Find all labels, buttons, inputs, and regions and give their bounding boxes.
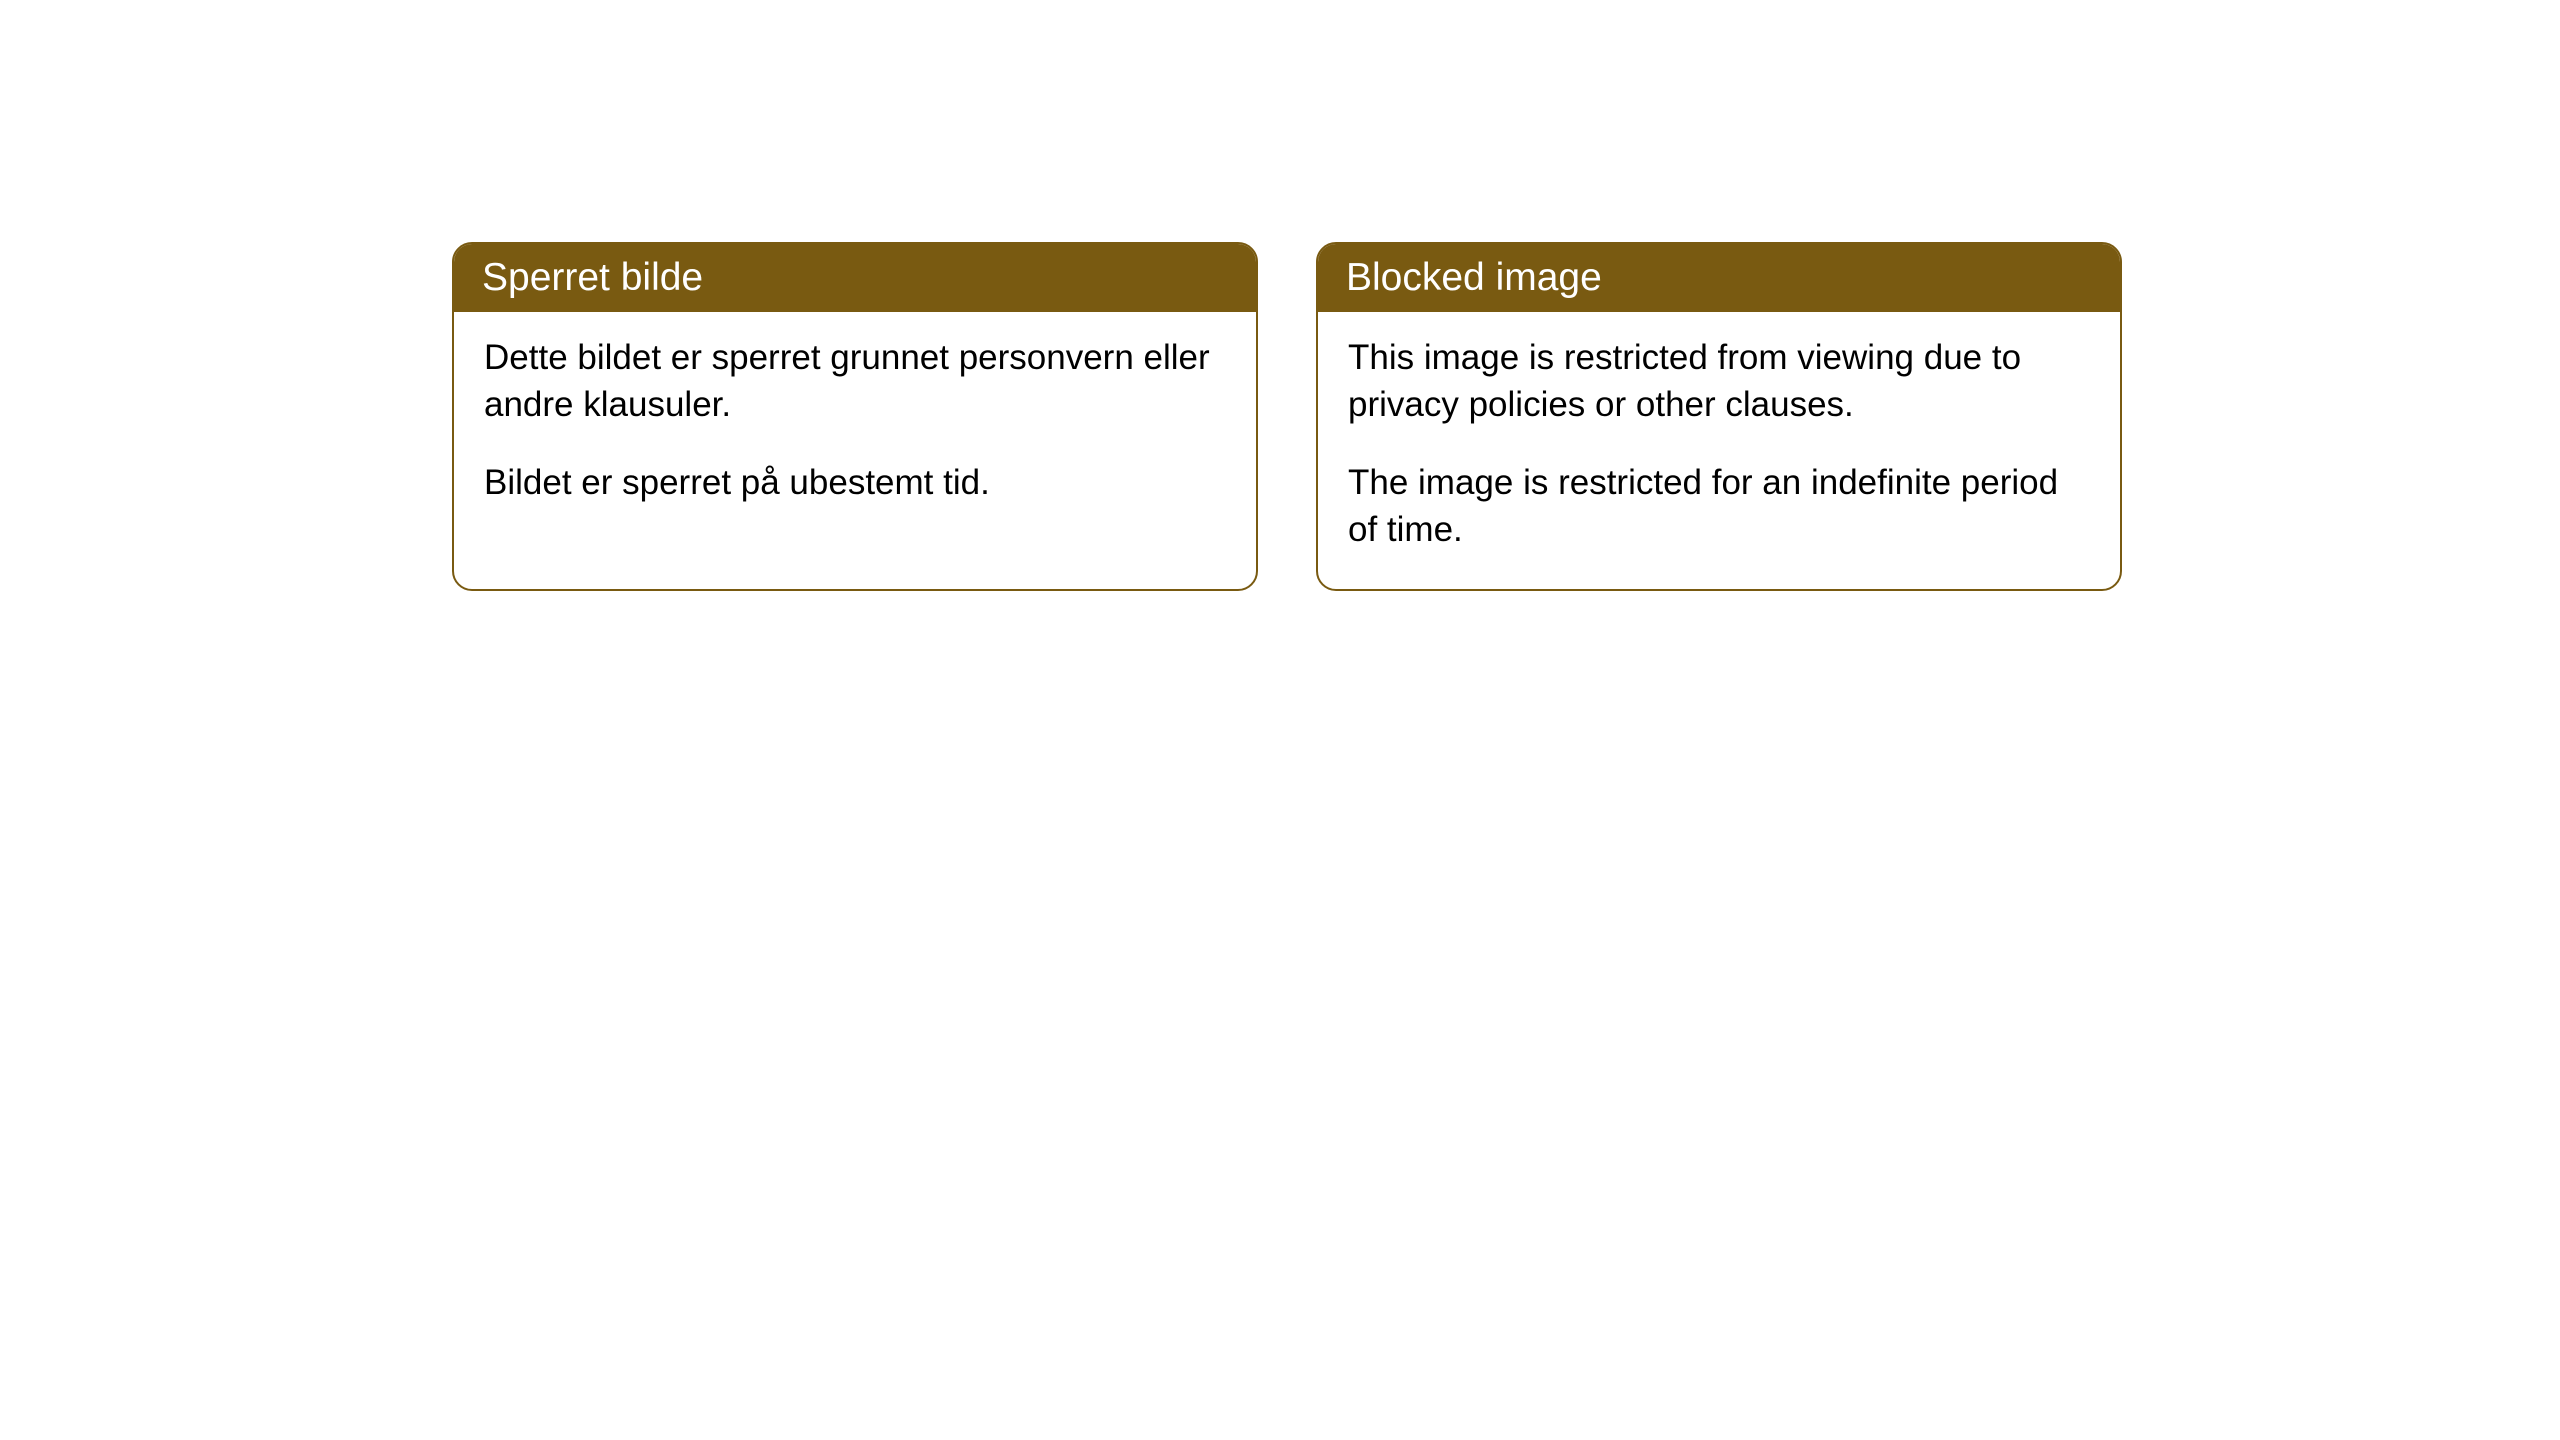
card-paragraph-2-en: The image is restricted for an indefinit… xyxy=(1348,459,2090,554)
card-header-no: Sperret bilde xyxy=(454,244,1256,312)
card-body-no: Dette bildet er sperret grunnet personve… xyxy=(454,312,1256,542)
card-paragraph-2-no: Bildet er sperret på ubestemt tid. xyxy=(484,459,1226,506)
card-paragraph-1-en: This image is restricted from viewing du… xyxy=(1348,334,2090,429)
notice-cards-container: Sperret bilde Dette bildet er sperret gr… xyxy=(0,0,2560,591)
blocked-image-card-no: Sperret bilde Dette bildet er sperret gr… xyxy=(452,242,1258,591)
card-paragraph-1-no: Dette bildet er sperret grunnet personve… xyxy=(484,334,1226,429)
card-header-en: Blocked image xyxy=(1318,244,2120,312)
card-body-en: This image is restricted from viewing du… xyxy=(1318,312,2120,589)
blocked-image-card-en: Blocked image This image is restricted f… xyxy=(1316,242,2122,591)
